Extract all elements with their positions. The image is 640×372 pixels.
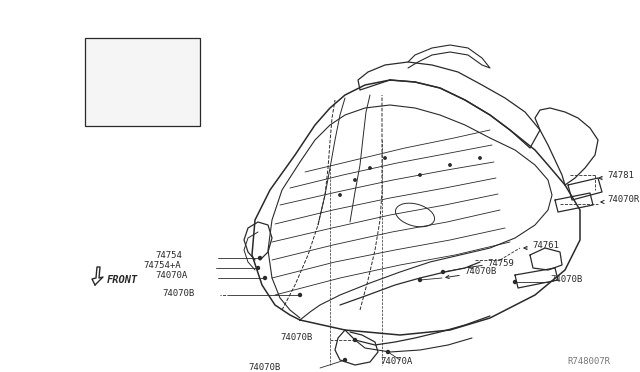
Circle shape: [369, 167, 371, 169]
Circle shape: [264, 276, 266, 279]
Text: 74754+A: 74754+A: [143, 262, 180, 270]
Circle shape: [479, 157, 481, 159]
Text: 74070B: 74070B: [464, 267, 496, 276]
Circle shape: [442, 270, 445, 273]
Circle shape: [419, 174, 421, 176]
Circle shape: [384, 157, 386, 159]
Circle shape: [353, 339, 356, 341]
Circle shape: [257, 266, 259, 269]
Text: INSULATOR FUSIBLE: INSULATOR FUSIBLE: [89, 42, 172, 51]
Circle shape: [344, 359, 346, 362]
Circle shape: [513, 280, 516, 283]
Text: 74761: 74761: [532, 241, 559, 250]
Text: 74882R: 74882R: [103, 113, 133, 122]
Bar: [85, 38, 200, 126]
Text: 74070B: 74070B: [248, 362, 280, 372]
Text: FRONT: FRONT: [107, 275, 138, 285]
Text: 74070R: 74070R: [607, 196, 639, 205]
Circle shape: [449, 164, 451, 166]
Circle shape: [387, 350, 390, 353]
Circle shape: [259, 257, 262, 260]
Text: 74070A: 74070A: [155, 272, 188, 280]
Text: 74754: 74754: [155, 251, 182, 260]
Circle shape: [339, 194, 341, 196]
Circle shape: [354, 179, 356, 181]
Text: 74070B: 74070B: [162, 289, 195, 298]
Text: 74070B: 74070B: [280, 334, 312, 343]
Text: 74781: 74781: [607, 171, 634, 180]
Text: R748007R: R748007R: [567, 357, 610, 366]
Text: 74759: 74759: [487, 259, 514, 267]
Text: 74070A: 74070A: [380, 357, 412, 366]
Circle shape: [298, 294, 301, 296]
Circle shape: [419, 279, 422, 282]
Text: 74070B: 74070B: [550, 276, 582, 285]
